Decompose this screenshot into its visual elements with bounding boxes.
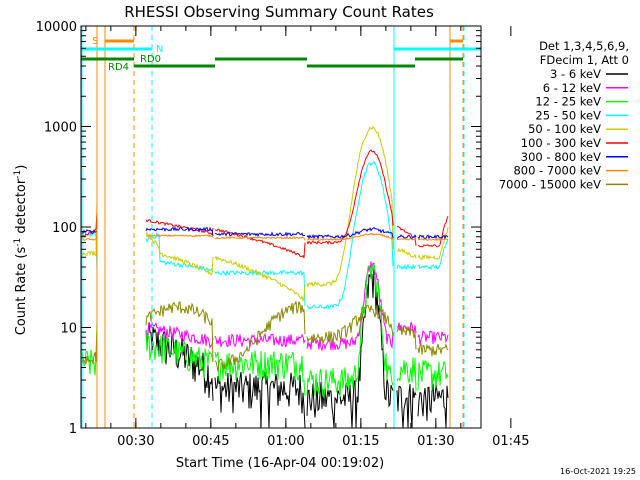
- y-tick-label: 1000: [44, 121, 77, 136]
- series-line-magenta: [145, 321, 214, 349]
- series-line-red: [214, 228, 306, 259]
- series-line-cyan: [306, 160, 394, 311]
- series-line-orange: [81, 234, 98, 241]
- series-line-olive: [214, 301, 306, 372]
- legend-header-line-1: Det 1,3,4,5,6,9,: [539, 39, 629, 53]
- series-line-cyan: [81, 231, 98, 273]
- series-line-yellow: [417, 227, 449, 261]
- legend: Det 1,3,4,5,6,9, FDecim 1, Att 0 3 - 6 k…: [499, 39, 629, 191]
- series-line-yellow: [145, 231, 214, 276]
- series-line-red: [145, 219, 214, 236]
- legend-label: 6 - 12 keV: [543, 81, 601, 95]
- series-line-black: [396, 384, 417, 429]
- series-line-red: [306, 149, 394, 245]
- legend-label: 3 - 6 keV: [550, 67, 601, 81]
- series-line-blue: [417, 234, 449, 240]
- series-line-orange: [214, 236, 306, 241]
- series-line-green: [81, 321, 98, 376]
- series-line-green: [214, 350, 306, 396]
- series-line-blue: [214, 231, 305, 238]
- y-axis: 1 10 100 1000 10000: [36, 20, 481, 437]
- series-line-green: [417, 360, 449, 391]
- x-axis: 00:30 00:45 01:00 01:15 01:30 01:45: [85, 26, 530, 449]
- series-line-red: [417, 216, 449, 248]
- series-line-olive: [81, 328, 98, 365]
- series-layer: [81, 125, 449, 429]
- chart-title: RHESSI Observing Summary Count Rates: [124, 3, 434, 21]
- series-line-cyan: [396, 263, 417, 271]
- saa-label: S: [92, 36, 98, 47]
- x-tick-label: 01:30: [417, 434, 454, 449]
- y-tick-label: 1: [69, 422, 77, 437]
- y-tick-label: 10: [60, 322, 77, 337]
- series-line-olive: [306, 304, 394, 345]
- x-tick-label: 00:30: [117, 434, 154, 449]
- legend-label: 50 - 100 keV: [528, 122, 601, 136]
- night-label: N: [156, 44, 163, 55]
- series-line-magenta: [417, 330, 449, 345]
- timestamp: 16-Oct-2021 19:25: [560, 467, 636, 476]
- x-tick-label: 01:00: [267, 434, 304, 449]
- series-line-green: [145, 331, 214, 379]
- rd4-label: RD4: [108, 62, 129, 73]
- x-tick-label: 00:45: [192, 434, 229, 449]
- plot-frame: [80, 25, 482, 429]
- series-line-cyan: [417, 238, 449, 271]
- series-line-orange: [306, 232, 394, 241]
- series-line-yellow: [396, 247, 417, 259]
- series-line-orange: [417, 237, 449, 242]
- series-line-orange: [396, 238, 417, 242]
- rd0-label: RD0: [140, 54, 161, 65]
- series-line-black: [145, 322, 214, 401]
- legend-label: 100 - 300 keV: [521, 136, 601, 150]
- series-line-blue: [145, 226, 214, 236]
- y-tick-label: 10000: [36, 20, 77, 35]
- series-line-yellow: [81, 199, 98, 257]
- legend-label: 300 - 800 keV: [521, 150, 601, 164]
- series-line-olive: [396, 325, 417, 350]
- x-tick-label: 01:45: [492, 434, 529, 449]
- legend-label: 12 - 25 keV: [535, 95, 601, 109]
- series-line-black: [214, 371, 306, 429]
- y-tick-label: 100: [52, 221, 77, 236]
- series-line-blue: [306, 226, 394, 240]
- x-tick-label: 01:15: [342, 434, 379, 449]
- series-line-magenta: [214, 333, 306, 348]
- legend-label: 7000 - 15000 keV: [499, 177, 601, 191]
- series-line-orange: [145, 233, 214, 238]
- series-line-olive: [145, 301, 214, 362]
- series-line-cyan: [214, 269, 306, 306]
- x-axis-label: Start Time (16-Apr-04 00:19:02): [176, 456, 384, 471]
- series-line-olive: [417, 342, 449, 357]
- y-axis-label: Count Rate (s-1 detector-1): [13, 165, 29, 336]
- series-line-black: [417, 382, 449, 429]
- series-line-green: [396, 357, 417, 392]
- legend-label: 800 - 7000 keV: [513, 164, 601, 178]
- series-line-black: [306, 266, 394, 429]
- series-line-yellow: [306, 125, 394, 288]
- legend-header-line-2: FDecim 1, Att 0: [540, 53, 629, 67]
- series-line-green: [306, 264, 394, 400]
- series-line-cyan: [145, 231, 214, 273]
- series-line-blue: [396, 234, 417, 240]
- series-line-yellow: [214, 255, 306, 303]
- legend-label: 25 - 50 keV: [535, 108, 601, 122]
